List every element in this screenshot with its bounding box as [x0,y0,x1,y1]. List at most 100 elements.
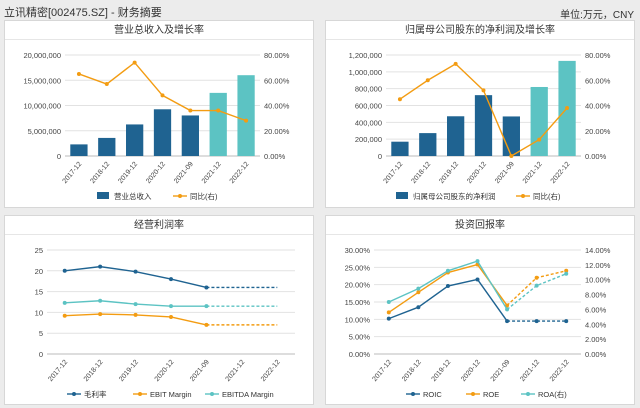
y-tick-label: 800,000 [355,85,382,94]
data-point [204,322,209,327]
chart-title: 投资回报率 [326,216,634,235]
data-point [204,304,209,309]
data-point [169,277,173,282]
y-tick-label: 0 [57,152,61,161]
data-point [425,78,430,83]
data-point [62,313,67,318]
y-tick-label: 20,000,000 [23,51,61,60]
net-profit-chart-panel: 归属母公司股东的净利润及增长率 0 200,000 400,000 600,000 80… [325,20,635,208]
data-point [132,60,137,65]
x-tick-label: 2021-12 [522,161,544,185]
legend-marker [521,194,525,198]
legend-marker [72,392,76,396]
x-tick-label: 2018-12 [410,161,432,185]
data-point [475,277,480,282]
net-profit-chart: 0 200,000 400,000 600,000 800,000 1,000,000 1,… [349,51,611,201]
x-tick-label: 2017-12 [371,359,393,383]
return-rate-chart-panel: 投资回报率 0.00% 5.00% 10.00% 15.00% 20.00% 25.00%… [325,215,635,405]
bar [419,133,437,156]
x-tick-label: 2021-12 [519,359,541,383]
y-tick-label: 5.00% [349,333,371,342]
legend-marker [138,392,142,396]
data-point [188,108,193,113]
legend-label: 归属母公司股东的净利润 [413,191,496,201]
legend-label: ROA(右) [538,389,567,399]
data-point [98,312,103,317]
x-tick-label: 2021-12 [201,161,223,185]
y-tick-label: 20.00% [345,281,371,290]
x-tick-label: 2019-12 [438,161,460,185]
legend-marker [210,392,214,396]
y2-tick-label: 8.00% [585,291,607,300]
x-tick-label: 2022-12 [260,359,282,383]
data-point [98,264,103,269]
data-point [244,118,249,123]
x-tick-label: 2020-12 [154,359,176,383]
data-point [509,154,514,158]
bar [209,92,227,156]
legend-label: 营业总收入 [114,191,152,201]
data-point [565,106,570,111]
y-tick-label: 15,000,000 [23,76,61,85]
data-point [453,61,458,66]
x-tick-label: 2020-12 [145,161,167,185]
y2-tick-label: 80.00% [264,51,290,60]
data-point [386,300,391,304]
data-point [475,259,480,264]
data-point [397,97,402,102]
legend-marker [526,392,530,396]
y2-tick-label: 60.00% [585,76,611,85]
y-tick-label: 0 [378,152,382,161]
y2-tick-label: 20.00% [264,127,290,136]
legend-label: 毛利率 [84,389,107,399]
data-point [416,305,421,310]
y-tick-label: 20 [35,267,43,276]
data-point [204,285,209,290]
chart-title: 营业总收入及增长率 [5,21,313,40]
legend-label: ROIC [423,390,442,399]
data-point [386,310,391,315]
data-point [216,108,221,113]
unit-label: 单位:万元，CNY [560,10,634,21]
data-point [133,269,138,274]
data-point [534,319,539,324]
data-point [104,82,109,87]
legend-label: EBIT Margin [150,390,192,399]
data-point [98,298,103,303]
data-point [416,286,421,291]
x-tick-label: 2018-12 [89,161,111,185]
data-point [133,312,138,317]
y2-tick-label: 0.00% [585,152,607,161]
y2-tick-label: 12.00% [585,261,611,270]
bar [70,144,88,156]
chart-title: 经营利润率 [5,216,313,235]
x-tick-label: 2020-12 [466,161,488,185]
y-tick-label: 15 [35,288,43,297]
data-point [505,319,510,324]
y-tick-label: 1,200,000 [349,51,382,60]
y2-tick-label: 10.00% [585,276,611,285]
y-tick-label: 600,000 [355,102,382,111]
data-point [62,300,67,305]
revenue-chart: 0 5,000,000 10,000,000 15,000,000 20,000,000… [23,51,290,201]
operating-margin-chart-panel: 经营利润率 0 5 10 15 20 25 2017-12 2018-12 2019-12 202… [4,215,314,405]
data-point [416,290,421,295]
y2-tick-label: 14.00% [585,246,611,255]
bar [153,109,172,156]
data-point [133,302,138,307]
x-tick-label: 2020-12 [460,359,482,383]
data-point [169,304,173,309]
x-tick-label: 2022-12 [229,161,251,185]
y2-tick-label: 0.00% [585,350,607,359]
x-tick-label: 2019-12 [117,161,139,185]
bar [181,115,199,156]
x-tick-label: 2017-12 [383,161,405,185]
y2-tick-label: 0.00% [264,152,286,161]
legend-marker [178,194,182,198]
return-rate-chart: 0.00% 5.00% 10.00% 15.00% 20.00% 25.00% 30.00%… [345,246,611,399]
bar [98,137,116,156]
data-point [62,268,67,273]
y2-tick-label: 60.00% [264,76,290,85]
legend-label: 同比(右) [533,191,561,201]
data-point [505,307,510,312]
